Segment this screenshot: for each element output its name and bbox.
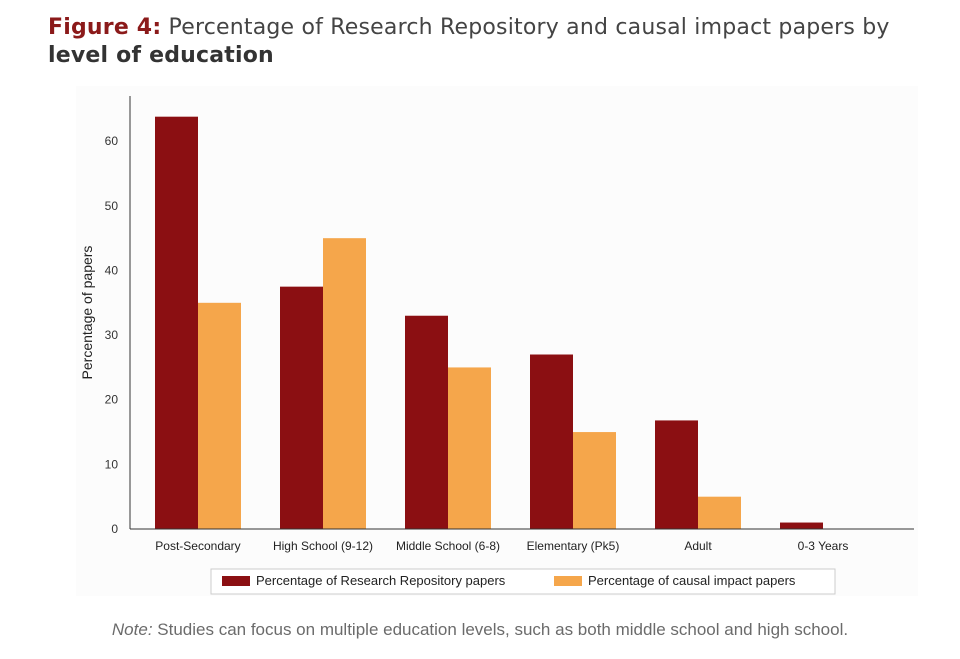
bar-repository-0 xyxy=(155,116,198,529)
bars xyxy=(155,116,823,529)
y-axis: 0 10 20 30 40 50 60 Percentage of papers xyxy=(79,96,131,536)
x-tick-label: Post-Secondary xyxy=(155,539,240,553)
y-tick-label: 10 xyxy=(105,457,119,471)
legend-swatch xyxy=(222,576,250,586)
legend-swatch xyxy=(554,576,582,586)
legend-label: Percentage of causal impact papers xyxy=(588,573,796,588)
bar-repository-1 xyxy=(280,286,323,529)
y-tick-label: 30 xyxy=(105,328,119,342)
note-label: Note: xyxy=(111,620,153,639)
chart-area: 0 10 20 30 40 50 60 Percentage of papers Post-S… xyxy=(76,86,918,596)
legend-box xyxy=(210,568,836,595)
legend: Percentage of Research Repository papers… xyxy=(210,568,836,595)
x-tick-label: High School (9-12) xyxy=(273,539,373,553)
x-tick-label: Adult xyxy=(684,539,712,553)
figure-title-bold: level of education xyxy=(48,43,274,68)
bar-causal-2 xyxy=(448,367,491,529)
y-tick-label: 20 xyxy=(105,393,119,407)
y-tick-label: 50 xyxy=(105,199,119,213)
x-tick-label: Elementary (Pk5) xyxy=(527,539,620,553)
bar-repository-3 xyxy=(530,354,573,529)
bar-repository-2 xyxy=(405,315,448,529)
y-tick-label: 40 xyxy=(105,263,119,277)
bar-causal-4 xyxy=(698,496,741,529)
x-tick-label: 0-3 Years xyxy=(798,539,849,553)
x-tick-label: Middle School (6-8) xyxy=(396,539,500,553)
bar-chart: 0 10 20 30 40 50 60 Percentage of papers Post-S… xyxy=(79,96,914,595)
legend-label: Percentage of Research Repository papers xyxy=(256,573,506,588)
note-text: Studies can focus on multiple education … xyxy=(152,620,849,639)
x-axis: Post-Secondary High School (9-12) Middle S… xyxy=(130,528,914,553)
bar-repository-4 xyxy=(655,420,698,529)
figure-note: Note: Studies can focus on multiple educ… xyxy=(0,620,960,640)
bar-repository-5 xyxy=(780,522,823,529)
y-axis-label: Percentage of papers xyxy=(79,246,95,380)
bar-causal-0 xyxy=(198,302,241,529)
y-tick-label: 60 xyxy=(105,134,119,148)
figure-title-text: Percentage of Research Repository and ca… xyxy=(161,15,890,40)
figure-label: Figure 4: xyxy=(48,15,162,40)
bar-causal-1 xyxy=(323,238,366,529)
bar-causal-3 xyxy=(573,432,616,529)
figure-title: Figure 4: Percentage of Research Reposit… xyxy=(48,14,948,70)
y-tick-label: 0 xyxy=(111,522,118,536)
